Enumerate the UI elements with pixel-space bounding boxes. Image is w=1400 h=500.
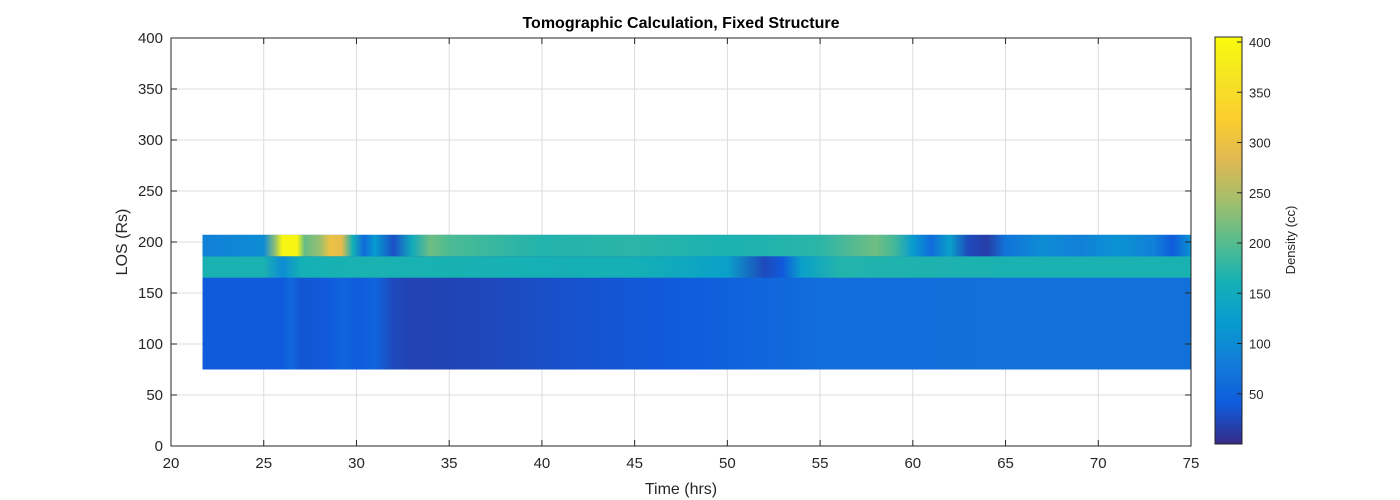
x-tick-label: 35 <box>441 455 458 472</box>
colorbar-tick-label: 150 <box>1249 286 1271 301</box>
y-tick-label: 0 <box>155 438 163 455</box>
colorbar-gradient <box>1215 37 1242 444</box>
y-tick-label: 300 <box>138 132 163 149</box>
x-tick-label: 55 <box>812 455 829 472</box>
y-tick-label: 350 <box>138 81 163 98</box>
plot-area: 20 25 30 35 40 45 50 55 60 65 70 75 0 50 100 150 200 250… <box>138 30 1199 472</box>
colorbar-frame <box>1214 36 1243 445</box>
x-tick-label: 40 <box>534 455 551 472</box>
x-tick-label: 65 <box>997 455 1014 472</box>
heatmap-band <box>202 234 1191 257</box>
x-tick-label: 30 <box>348 455 365 472</box>
colorbar-tick-label: 250 <box>1249 186 1271 201</box>
x-tick-label: 60 <box>904 455 921 472</box>
y-tick-label: 400 <box>138 30 163 47</box>
y-tick-label: 100 <box>138 336 163 353</box>
x-tick-label: 45 <box>626 455 643 472</box>
colorbar-tick-label: 400 <box>1249 35 1271 50</box>
y-tick-label: 50 <box>146 387 163 404</box>
heatmap-bands <box>202 234 1191 370</box>
x-axis-label: Time (hrs) <box>645 481 717 498</box>
y-tick-label: 200 <box>138 234 163 251</box>
heatmap-band <box>202 256 1191 278</box>
y-axis-label: LOS (Rs) <box>114 209 131 276</box>
x-tick-label: 25 <box>255 455 272 472</box>
y-axis-ticks: 0 50 100 150 200 250 300 350 400 <box>138 30 1191 455</box>
x-axis-ticks: 20 25 30 35 40 45 50 55 60 65 70 75 <box>163 38 1200 472</box>
colorbar-tick-label: 50 <box>1249 387 1263 402</box>
chart-title: Tomographic Calculation, Fixed Structure <box>522 15 839 32</box>
colorbar-label: Density (cc) <box>1283 206 1298 275</box>
colorbar-tick-label: 100 <box>1249 337 1271 352</box>
x-tick-label: 50 <box>719 455 736 472</box>
x-tick-label: 75 <box>1183 455 1200 472</box>
colorbar-tick-label: 350 <box>1249 85 1271 100</box>
y-tick-label: 150 <box>138 285 163 302</box>
colorbar-tick-label: 200 <box>1249 236 1271 251</box>
colorbar-tick-label: 300 <box>1249 136 1271 151</box>
x-tick-label: 70 <box>1090 455 1107 472</box>
x-tick-label: 20 <box>163 455 180 472</box>
y-tick-label: 250 <box>138 183 163 200</box>
colorbar-ticks: 50 100 150 200 250 300 350 400 <box>1237 35 1271 402</box>
colorbar: 50 100 150 200 250 300 350 400 Density (cc) <box>1214 35 1298 445</box>
